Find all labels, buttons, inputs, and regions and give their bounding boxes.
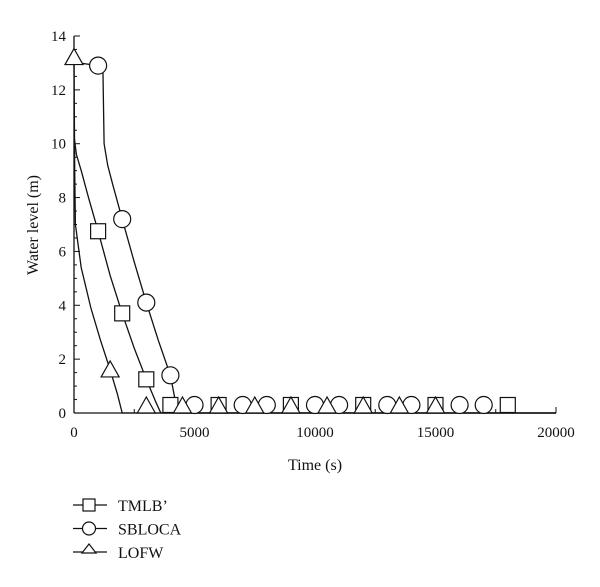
marker-lofw	[100, 359, 121, 378]
legend-item-tmlb: TMLB’	[73, 498, 168, 515]
marker-lofw	[317, 395, 338, 414]
marker-lofw	[280, 395, 301, 414]
marker-lofw	[136, 395, 157, 414]
marker-sbloca	[474, 395, 493, 415]
marker-sbloca	[450, 395, 469, 415]
y-tick-label: 0	[59, 406, 67, 422]
marker-tmlb	[114, 305, 131, 322]
y-tick-label: 12	[51, 83, 66, 99]
x-tick-label: 15000	[417, 425, 455, 441]
marker-lofw	[172, 395, 193, 414]
series-line-lofw	[73, 57, 556, 414]
marker-tmlb	[89, 223, 107, 240]
x-tick-label: 20000	[537, 425, 575, 441]
y-tick-label: 4	[59, 298, 67, 314]
marker-sbloca	[137, 293, 156, 312]
marker-lofw	[425, 395, 446, 414]
marker-lofw	[353, 395, 374, 414]
marker-tmlb	[138, 371, 155, 388]
y-axis-label: Water level (m)	[25, 175, 42, 275]
series-line-sbloca	[73, 54, 556, 414]
legend-item-sbloca: SBLOCA	[73, 521, 182, 539]
x-tick-label: 10000	[296, 425, 334, 441]
marker-lofw	[63, 47, 85, 66]
legend: TMLB’ SBLOCA LOFW	[73, 498, 182, 562]
legend-label: LOFW	[118, 545, 164, 562]
legend-circle-icon	[81, 521, 97, 536]
y-tick-label: 10	[51, 137, 66, 153]
legend-item-lofw: LOFW	[73, 543, 164, 562]
x-axis-label: Time (s)	[288, 457, 342, 474]
legend-triangle-icon	[80, 543, 98, 554]
y-tick-label: 2	[59, 352, 67, 368]
x-tick-label: 0	[70, 425, 78, 441]
y-tick-label: 14	[51, 29, 67, 45]
series-line-tmlb	[73, 135, 556, 414]
y-tick-label: 6	[59, 244, 67, 260]
marker-lofw	[389, 395, 410, 414]
legend-label: TMLB’	[118, 498, 168, 515]
marker-sbloca	[113, 210, 132, 229]
marker-lofw	[244, 395, 265, 414]
marker-lofw	[208, 395, 229, 414]
marker-tmlb	[499, 396, 516, 414]
marker-sbloca	[88, 56, 108, 75]
legend-label: SBLOCA	[118, 522, 182, 539]
marker-sbloca	[161, 366, 180, 385]
y-tick-label: 8	[59, 191, 67, 207]
x-tick-label: 5000	[180, 425, 210, 441]
legend-square-icon	[82, 498, 96, 512]
